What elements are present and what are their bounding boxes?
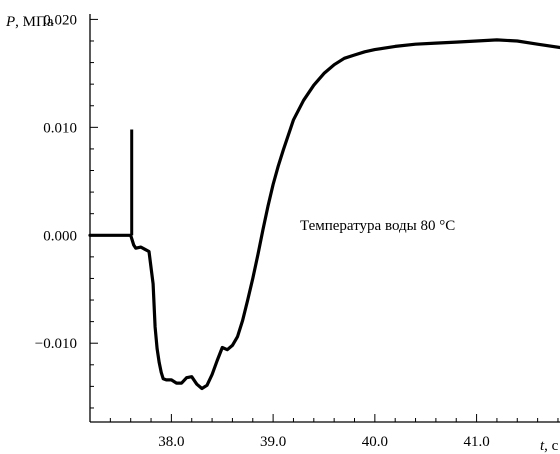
x-tick-label: 38.0 <box>158 434 184 450</box>
chart-annotation: Температура воды 80 °C <box>300 218 455 234</box>
x-tick-labels: 38.0 39.0 40.0 41.0 <box>158 434 489 450</box>
x-tick-label: 40.0 <box>362 434 388 450</box>
x-axis-label: t, с <box>540 438 559 454</box>
y-axis-label: P, МПа <box>5 14 54 30</box>
y-axis-unit: , МПа <box>15 14 54 30</box>
y-tick-label: −0.010 <box>35 336 77 352</box>
x-axis-unit: , с <box>544 438 559 454</box>
y-tick-label: 0.000 <box>43 228 77 244</box>
pressure-series-line <box>88 38 560 391</box>
y-axis-var: P <box>5 14 15 30</box>
x-tick-label: 41.0 <box>463 434 489 450</box>
y-tick-label: 0.010 <box>43 120 77 136</box>
x-tick-label: 39.0 <box>260 434 286 450</box>
y-tick-label: 0.020 <box>43 12 77 28</box>
y-tick-labels: −0.010 0.000 0.010 0.020 <box>35 12 77 352</box>
x-axis-var: t <box>540 438 545 454</box>
